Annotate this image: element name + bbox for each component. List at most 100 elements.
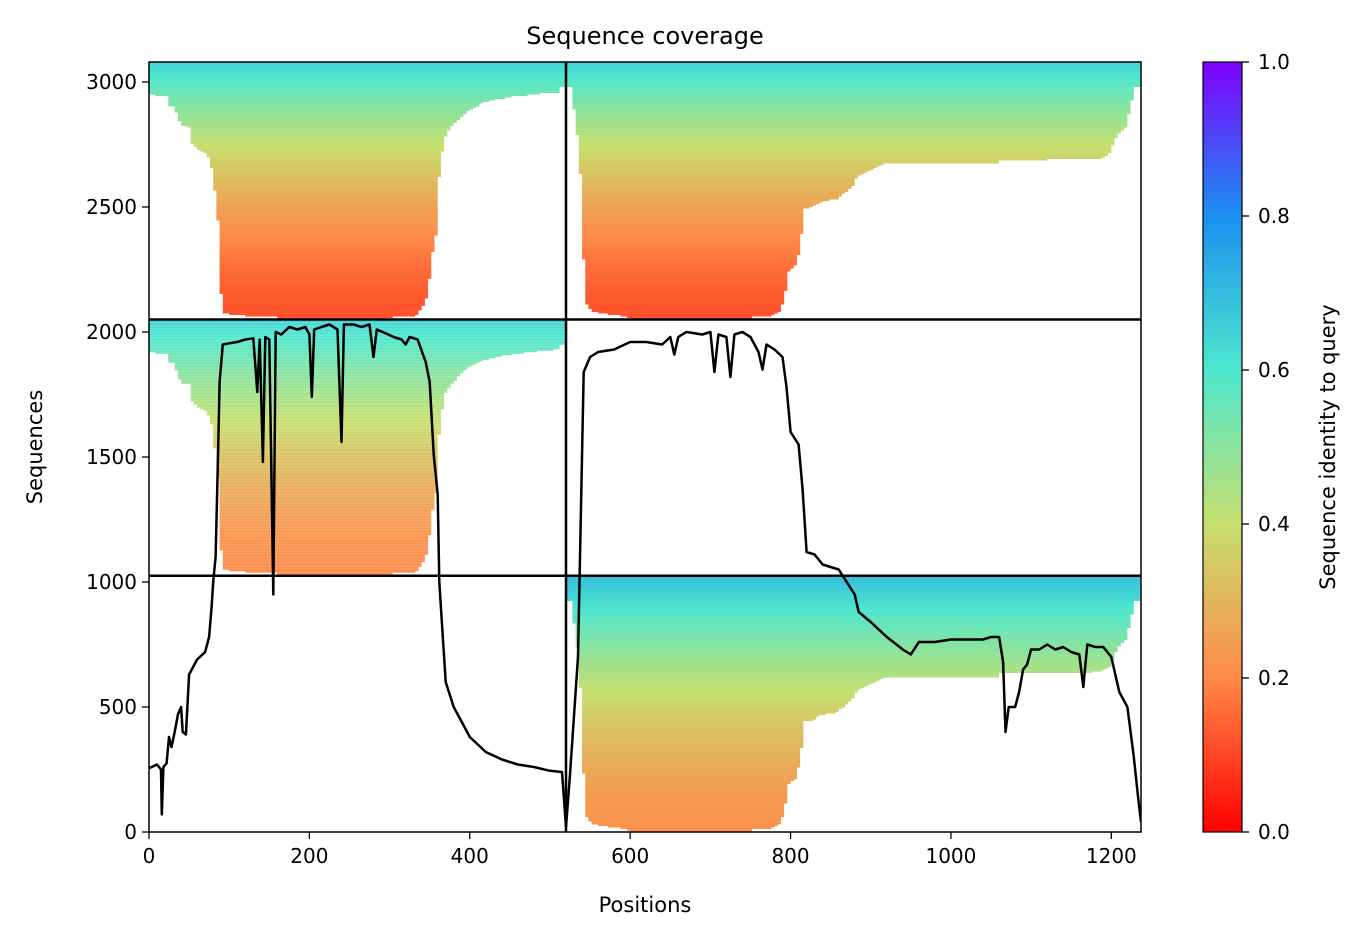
coverage-strip — [578, 166, 878, 168]
coverage-strip — [575, 640, 1125, 642]
coverage-strip — [219, 511, 432, 513]
coverage-strip — [190, 130, 448, 132]
y-tick-label: 1500 — [86, 445, 137, 469]
colorbar-tick-label: 0.8 — [1258, 204, 1290, 228]
coverage-strip — [578, 160, 1000, 162]
coverage-strip — [582, 712, 836, 714]
coverage-strip — [177, 115, 464, 117]
coverage-strip — [585, 277, 788, 279]
coverage-strip — [216, 190, 438, 192]
x-axis-label: Positions — [599, 893, 692, 917]
coverage-strip — [572, 622, 1131, 624]
coverage-strip — [213, 433, 441, 435]
coverage-strip — [566, 81, 1141, 83]
coverage-strip — [219, 479, 438, 482]
coverage-strip — [277, 316, 393, 318]
coverage-strip — [219, 517, 432, 519]
coverage-strip — [575, 115, 1128, 117]
coverage-strip — [566, 599, 1141, 601]
coverage-strip — [177, 112, 467, 114]
coverage-strip — [582, 746, 804, 748]
coverage-strip — [219, 506, 435, 509]
coverage-strip — [582, 757, 801, 759]
coverage-strip — [149, 338, 567, 341]
coverage-strip — [585, 286, 788, 288]
coverage-strip — [582, 223, 804, 225]
coverage-strip — [245, 315, 416, 317]
coverage-strip — [213, 434, 438, 437]
coverage-strip — [174, 367, 467, 369]
coverage-strip — [578, 159, 1048, 161]
coverage-strip — [578, 656, 1115, 658]
coverage-strip — [585, 812, 785, 814]
coverage-strip — [149, 78, 567, 80]
coverage-strip — [216, 198, 438, 200]
coverage-strip — [177, 373, 461, 375]
coverage-strip — [566, 78, 1141, 80]
coverage-strip — [219, 512, 432, 515]
coverage-strip — [187, 126, 451, 128]
coverage-strip — [582, 767, 797, 769]
coverage-strip — [213, 440, 438, 443]
coverage-strip — [168, 96, 512, 98]
colorbar — [1202, 61, 1243, 833]
coverage-strip — [222, 298, 425, 300]
coverage-strip — [575, 646, 1118, 648]
coverage-strip — [219, 526, 432, 528]
coverage-strip — [585, 811, 785, 813]
coverage-strip — [174, 109, 470, 111]
coverage-strip — [585, 264, 797, 266]
coverage-strip — [585, 280, 788, 282]
coverage-strip — [585, 282, 788, 284]
coverage-strip — [209, 159, 441, 161]
coverage-strip — [168, 353, 512, 356]
coverage-strip — [190, 388, 448, 390]
coverage-strip — [582, 219, 804, 221]
coverage-strip — [575, 109, 1131, 111]
coverage-strip — [149, 329, 567, 332]
coverage-strip — [566, 70, 1141, 72]
coverage-strip — [219, 253, 432, 255]
coverage-strip — [219, 493, 435, 495]
coverage-strip — [149, 344, 560, 347]
coverage-strip — [620, 315, 772, 317]
coverage-strip — [190, 142, 445, 144]
coverage-strip — [575, 643, 1121, 645]
coverage-strip — [572, 610, 1134, 612]
coverage-strip — [585, 794, 788, 796]
coverage-strip — [582, 749, 801, 751]
coverage-strip — [582, 220, 804, 222]
coverage-strip — [582, 692, 855, 694]
coverage-strip — [578, 685, 868, 687]
coverage-strip — [578, 679, 881, 681]
coverage-strip — [216, 199, 438, 201]
coverage-strip — [582, 240, 801, 242]
coverage-strip — [578, 148, 1112, 150]
coverage-block-2 — [566, 62, 1141, 320]
coverage-strip — [213, 186, 438, 188]
coverage-strip — [582, 205, 814, 207]
coverage-strip — [585, 808, 785, 810]
coverage-strip — [181, 123, 454, 125]
coverage-strip — [219, 544, 429, 546]
coverage-strip — [216, 208, 438, 210]
y-axis-ticks: 0 500 1000 1500 2000 2500 3000 — [86, 70, 149, 844]
coverage-strip — [190, 136, 445, 138]
coverage-strip — [174, 108, 473, 110]
x-tick-label: 800 — [771, 844, 809, 868]
coverage-strip — [216, 210, 438, 212]
coverage-strip — [566, 598, 1141, 600]
coverage-strip — [582, 758, 801, 760]
coverage-strip — [219, 530, 432, 533]
coverage-strip — [572, 602, 1134, 604]
coverage-strip — [620, 827, 772, 829]
coverage-strip — [219, 523, 432, 525]
coverage-strip — [213, 445, 438, 447]
coverage-strip — [219, 292, 429, 294]
coverage-strip — [149, 337, 567, 339]
coverage-strip — [582, 243, 801, 245]
coverage-strip — [582, 246, 801, 248]
coverage-strip — [582, 721, 804, 723]
coverage-strip — [216, 196, 438, 198]
coverage-strip — [572, 613, 1134, 615]
